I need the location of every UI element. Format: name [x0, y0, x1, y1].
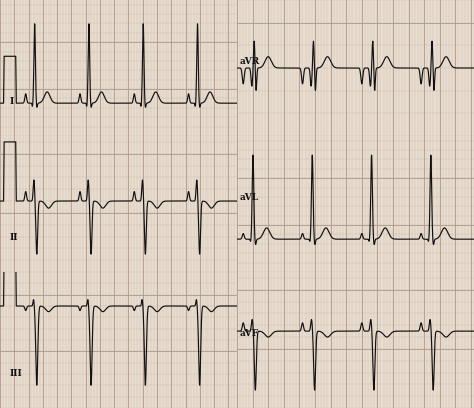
Text: aVL: aVL [239, 193, 258, 202]
Text: aVF: aVF [239, 329, 258, 338]
Text: aVR: aVR [239, 57, 259, 66]
Text: II: II [9, 233, 18, 242]
Text: III: III [9, 370, 22, 379]
Text: I: I [9, 98, 14, 106]
